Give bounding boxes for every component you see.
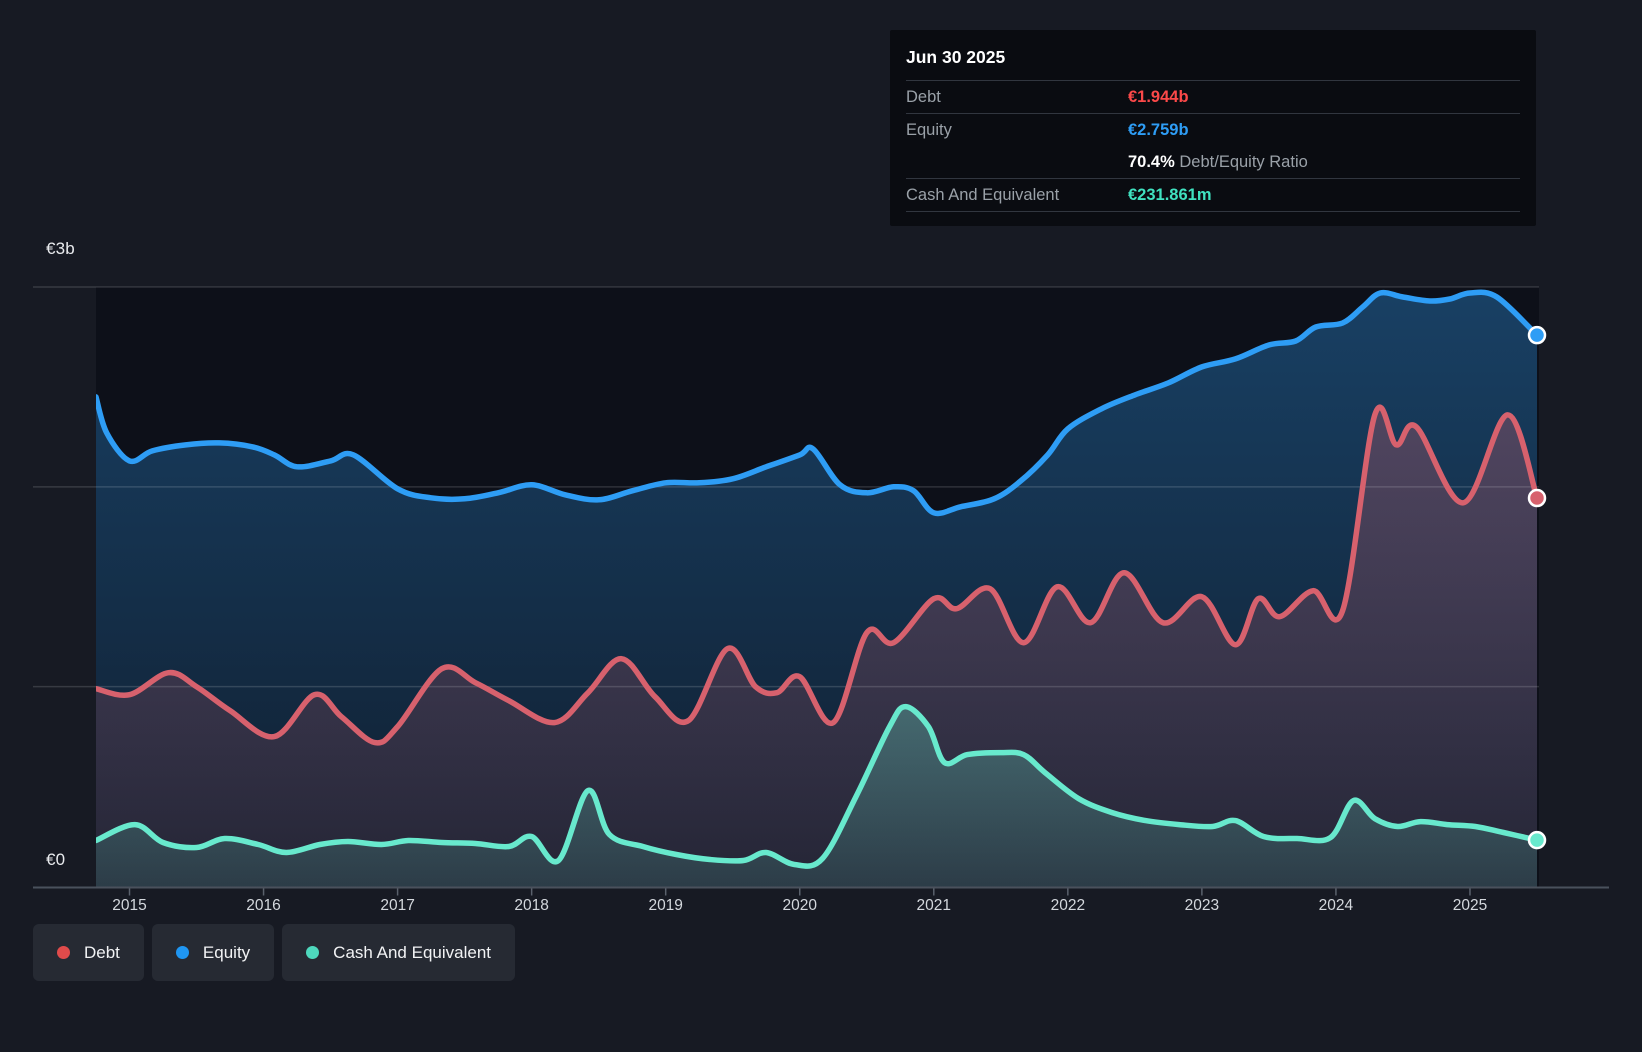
x-axis-year-label: 2021 <box>916 897 952 914</box>
chart-legend: Debt Equity Cash And Equivalent <box>33 924 516 981</box>
equity-color-dot-icon <box>175 946 189 959</box>
debt-line <box>96 404 1539 746</box>
tooltip-row-ratio: 70.4% Debt/Equity Ratio <box>906 146 1520 179</box>
tooltip-debt-label: Debt <box>906 87 941 106</box>
x-axis-year-label: 2018 <box>514 897 549 914</box>
cash-and-equivalent-area <box>96 706 1537 887</box>
legend-equity-label: Equity <box>202 942 251 962</box>
tooltip-equity-value: €2.759b <box>1128 120 1189 139</box>
tooltip-date: Jun 30 2025 <box>906 30 1520 81</box>
y-axis-label-zero: €0 <box>46 850 66 869</box>
tooltip-equity-label: Equity <box>906 120 952 139</box>
x-axis-year-label: 2020 <box>782 897 817 914</box>
tooltip-cash-label: Cash And Equivalent <box>906 185 1060 204</box>
chart-tooltip: Jun 30 2025 Debt €1.944b Equity €2.759b … <box>890 30 1536 226</box>
debt-area <box>96 407 1537 887</box>
cash-and-equivalent-endpoint-dot <box>1527 830 1547 850</box>
x-axis-year-label: 2025 <box>1452 897 1488 914</box>
tooltip-ratio-value: 70.4% Debt/Equity Ratio <box>1128 153 1520 172</box>
x-axis-year-label: 2024 <box>1318 897 1354 914</box>
tooltip-row-equity: Equity €2.759b <box>906 114 1520 146</box>
tooltip-cash-value: €231.861m <box>1128 185 1212 204</box>
debt-endpoint-dot <box>1527 488 1547 508</box>
debt-color-dot-icon <box>57 946 70 959</box>
x-axis-year-label: 2022 <box>1050 897 1086 914</box>
legend-item-equity[interactable]: Equity <box>151 924 275 981</box>
tooltip-row-debt: Debt €1.944b <box>906 81 1520 114</box>
y-axis-label-max: €3b <box>46 239 75 258</box>
x-axis-year-label: 2019 <box>648 897 683 914</box>
equity-line <box>96 289 1539 517</box>
x-axis-year-label: 2016 <box>246 897 281 914</box>
legend-item-debt[interactable]: Debt <box>33 924 144 981</box>
equity-endpoint-dot <box>1527 325 1547 345</box>
x-axis-year-label: 2017 <box>380 897 415 914</box>
tooltip-debt-value: €1.944b <box>1128 87 1189 106</box>
legend-item-cash[interactable]: Cash And Equivalent <box>282 924 516 981</box>
cash-and-equivalent-line <box>96 703 1539 869</box>
tooltip-row-cash: Cash And Equivalent €231.861m <box>906 179 1520 212</box>
tooltip-ratio-pct: 70.4% <box>1128 152 1175 171</box>
x-axis-year-label: 2023 <box>1184 897 1220 914</box>
cash-color-dot-icon <box>306 946 320 959</box>
tooltip-ratio-label: Debt/Equity Ratio <box>1179 152 1308 171</box>
x-axis-year-label: 2015 <box>112 897 147 914</box>
legend-debt-label: Debt <box>84 942 120 962</box>
legend-cash-label: Cash And Equivalent <box>333 942 492 962</box>
